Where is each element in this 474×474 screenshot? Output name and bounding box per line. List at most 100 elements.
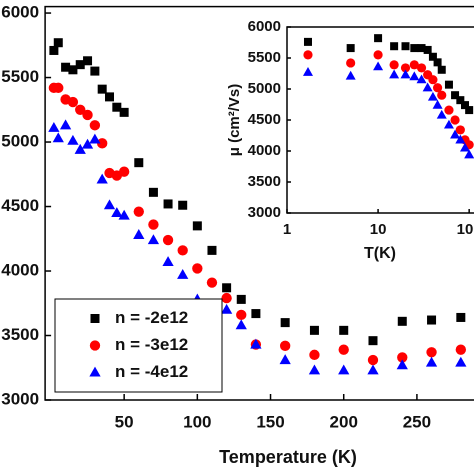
marker-square — [148, 187, 158, 197]
x-tick-label: 50 — [115, 412, 134, 431]
x-tick-label: 150 — [256, 412, 284, 431]
marker-circle — [118, 166, 130, 177]
marker-square — [460, 101, 469, 110]
y-tick-label: 5500 — [248, 49, 281, 66]
marker-square — [410, 44, 419, 53]
marker-square — [163, 199, 173, 209]
y-tick-label: 5000 — [1, 132, 39, 151]
marker-square — [397, 316, 407, 326]
marker-triangle — [443, 119, 454, 129]
marker-square — [427, 315, 437, 325]
marker-circle — [416, 63, 427, 73]
marker-square — [236, 294, 246, 304]
marker-triangle — [425, 356, 438, 367]
marker-triangle — [48, 121, 60, 132]
marker-triangle — [389, 69, 400, 79]
marker-triangle — [81, 138, 94, 149]
y-tick-label: 3000 — [248, 204, 281, 221]
marker-triangle — [400, 69, 411, 79]
marker-circle — [450, 115, 460, 125]
marker-triangle — [111, 207, 123, 218]
marker-circle — [236, 309, 247, 321]
marker-circle — [400, 63, 411, 73]
marker-triangle — [373, 61, 384, 71]
plot-frame — [44, 5, 474, 401]
marker-triangle — [220, 303, 233, 314]
y-tick-label: 4000 — [248, 142, 281, 159]
y-tick-label: 4500 — [1, 196, 39, 215]
marker-square — [423, 45, 432, 54]
marker-triangle — [59, 119, 72, 130]
marker-square — [134, 158, 144, 168]
x-tick-label: 100 — [183, 412, 211, 431]
marker-circle — [89, 120, 101, 131]
marker-triangle — [308, 364, 321, 375]
y-tick-label: 3000 — [1, 389, 39, 408]
marker-triangle — [345, 70, 356, 80]
marker-triangle — [52, 132, 64, 143]
x-tick-label: 250 — [403, 412, 431, 431]
marker-triangle — [459, 142, 470, 152]
marker-square — [119, 107, 129, 117]
marker-square — [192, 221, 202, 231]
marker-circle — [221, 292, 232, 304]
y-tick-label: 5000 — [248, 80, 281, 97]
marker-triangle — [432, 99, 443, 109]
marker-square — [112, 102, 122, 112]
marker-triangle — [67, 134, 79, 145]
marker-square — [428, 52, 437, 61]
y-axis-label: μ (cm²/Vs) — [226, 84, 243, 157]
marker-circle — [133, 206, 144, 217]
marker-triangle — [427, 91, 438, 101]
marker-square — [53, 38, 63, 48]
marker-square — [105, 92, 115, 102]
marker-triangle — [89, 133, 101, 144]
marker-triangle — [450, 129, 461, 139]
marker-circle — [89, 340, 101, 351]
marker-square — [401, 42, 410, 51]
marker-circle — [75, 104, 86, 115]
marker-circle — [309, 349, 320, 361]
y-tick-label: 4500 — [248, 111, 281, 128]
marker-circle — [409, 60, 419, 70]
marker-circle — [389, 60, 399, 70]
legend-label: n = -2e12 — [115, 308, 188, 327]
marker-square — [456, 312, 466, 322]
marker-circle — [67, 96, 79, 108]
marker-square — [309, 325, 319, 335]
marker-square — [207, 245, 217, 255]
marker-circle — [346, 58, 356, 68]
marker-triangle — [416, 74, 427, 84]
marker-square — [49, 45, 59, 55]
marker-triangle — [455, 356, 467, 367]
marker-circle — [148, 219, 159, 230]
legend-box — [54, 298, 223, 393]
marker-circle — [162, 234, 174, 246]
marker-square — [368, 336, 378, 346]
y-tick-label: 3500 — [1, 325, 39, 344]
legend-label: n = -3e12 — [115, 335, 188, 354]
marker-square — [90, 66, 100, 76]
marker-triangle — [96, 173, 108, 184]
marker-circle — [373, 50, 383, 60]
marker-triangle — [279, 354, 291, 365]
marker-square — [178, 200, 188, 210]
x-tick-label: 200 — [330, 412, 358, 431]
legend-label: n = -4e12 — [115, 362, 188, 381]
marker-circle — [426, 347, 437, 358]
marker-circle — [206, 277, 218, 288]
marker-square — [390, 42, 399, 51]
marker-triangle — [436, 109, 447, 119]
marker-triangle — [455, 134, 466, 144]
marker-circle — [82, 109, 93, 121]
marker-square — [251, 309, 261, 319]
x-tick-label: 100 — [457, 221, 474, 238]
marker-triangle — [133, 229, 145, 239]
marker-triangle — [89, 366, 101, 377]
marker-circle — [437, 90, 447, 100]
marker-circle — [432, 83, 443, 93]
marker-square — [465, 106, 474, 115]
marker-square — [374, 34, 383, 43]
x-tick-label: 1 — [283, 221, 291, 238]
